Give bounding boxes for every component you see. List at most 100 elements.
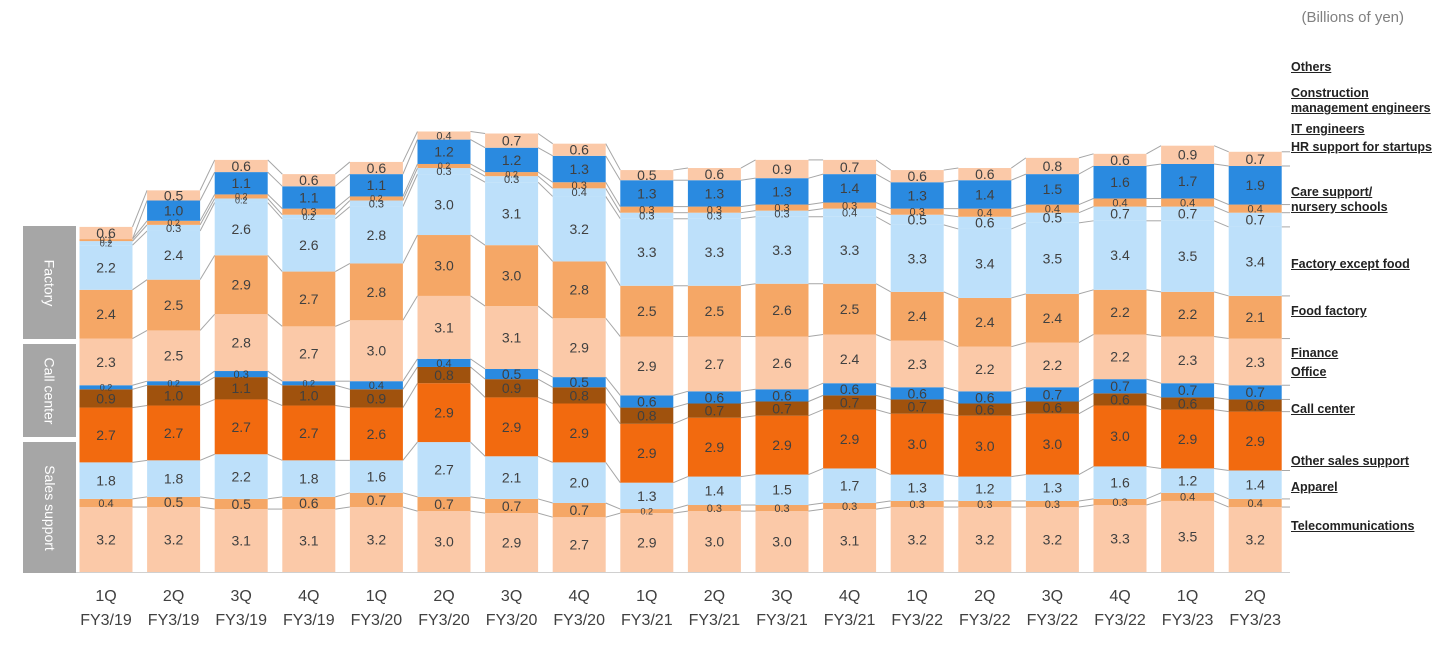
- bar-segment: [890, 387, 944, 400]
- connector-line: [808, 502, 824, 506]
- connector-line: [808, 208, 824, 212]
- data-label: 2.9: [772, 437, 792, 453]
- data-label: 0.2: [303, 378, 316, 388]
- data-label: 0.8: [569, 387, 589, 403]
- bar-segment: [755, 511, 809, 572]
- bar-segment: [349, 200, 403, 207]
- connector-line: [1078, 498, 1094, 502]
- bar-segment: [1025, 222, 1079, 294]
- data-label: 1.5: [1043, 181, 1063, 197]
- bar-segment: [958, 208, 1012, 217]
- bar-segment: [687, 168, 741, 181]
- connector-line: [673, 403, 689, 409]
- connector-line: [1214, 409, 1229, 413]
- data-label: 2.7: [164, 425, 184, 441]
- x-tick-label: 3Q FY3/19: [215, 588, 267, 629]
- connector-line: [402, 506, 418, 512]
- bar-segment: [79, 245, 133, 290]
- data-label: 2.3: [907, 356, 927, 372]
- data-label: 3.3: [907, 250, 927, 266]
- connector-line: [1146, 405, 1162, 411]
- connector-line: [267, 171, 283, 187]
- bar-segment: [620, 423, 674, 483]
- connector-line: [673, 390, 689, 396]
- connector-line: [132, 220, 148, 240]
- bar-segment: [349, 507, 403, 572]
- bar-segment: [1093, 393, 1147, 406]
- connector-line: [1011, 386, 1027, 392]
- data-label: 3.0: [975, 438, 995, 454]
- data-label: 3.2: [907, 531, 927, 547]
- bar-segment: [147, 385, 201, 406]
- connector-line: [1011, 293, 1027, 299]
- bar-segment: [485, 513, 539, 572]
- connector-line: [605, 317, 621, 337]
- bar-segment: [1093, 405, 1147, 467]
- data-label: 0.3: [707, 204, 722, 216]
- data-label: 3.1: [840, 532, 860, 548]
- data-label: 3.2: [1245, 531, 1265, 547]
- connector-line: [1078, 334, 1094, 344]
- data-label: 0.3: [842, 200, 857, 212]
- data-label: 0.2: [167, 218, 180, 228]
- bar-segment: [1228, 470, 1282, 499]
- data-label: 1.1: [299, 189, 319, 205]
- data-label: 3.2: [96, 531, 116, 547]
- connector-line: [875, 202, 891, 210]
- connector-line: [334, 206, 351, 220]
- data-label: 3.0: [772, 533, 792, 549]
- data-label: 0.5: [164, 187, 184, 203]
- bar-segment: [552, 196, 606, 262]
- connector-line: [943, 398, 959, 404]
- x-tick-label: 4Q FY3/19: [283, 588, 335, 629]
- connector-line: [402, 366, 418, 390]
- bar-segment: [79, 507, 133, 572]
- bar-segment: [147, 405, 201, 461]
- data-label: 2.3: [1245, 354, 1265, 370]
- bar-segment: [823, 174, 877, 203]
- data-label: 2.6: [367, 426, 387, 442]
- data-label: 0.2: [167, 378, 180, 388]
- bar-segment: [485, 369, 539, 380]
- series-connector-lines: [132, 130, 1290, 518]
- data-label: 0.7: [705, 403, 725, 419]
- bar-segment: [79, 338, 133, 386]
- connector-line: [605, 196, 621, 220]
- bar-segment: [687, 218, 741, 286]
- connector-line: [1146, 289, 1162, 293]
- x-tick-label: 2Q FY3/22: [959, 588, 1011, 629]
- data-label: 3.0: [907, 436, 927, 452]
- data-label: 0.9: [1178, 147, 1198, 163]
- connector-line: [334, 200, 351, 216]
- bar-segment: [552, 318, 606, 378]
- data-label: 2.8: [231, 335, 251, 351]
- connector-line: [132, 380, 148, 386]
- bar-segment: [417, 358, 471, 367]
- connector-line: [673, 167, 688, 171]
- connector-line: [537, 368, 553, 378]
- data-label: 0.6: [772, 387, 792, 403]
- connector-line: [943, 167, 959, 171]
- bar-segment: [1093, 498, 1147, 506]
- connector-line: [740, 159, 756, 169]
- bar-segment: [1161, 291, 1215, 337]
- data-label: 2.7: [299, 425, 319, 441]
- data-label: 0.6: [299, 495, 319, 511]
- data-label: 0.6: [231, 158, 251, 174]
- data-label: 2.9: [705, 439, 725, 455]
- connector-line: [876, 500, 891, 504]
- bar-segment: [755, 415, 809, 475]
- data-label: 1.3: [772, 183, 792, 199]
- bar-segment: [823, 502, 877, 510]
- data-label: 0.6: [907, 385, 927, 401]
- bar-segment: [620, 218, 674, 286]
- data-label: 2.4: [840, 351, 860, 367]
- bar-segment: [687, 476, 741, 506]
- connector-line: [875, 468, 891, 476]
- connector-line: [808, 382, 824, 390]
- bar-segment: [485, 456, 539, 499]
- bar-segment: [282, 218, 336, 272]
- data-label: 3.2: [164, 531, 184, 547]
- data-label: 0.2: [235, 192, 248, 202]
- bar-segment: [620, 285, 674, 337]
